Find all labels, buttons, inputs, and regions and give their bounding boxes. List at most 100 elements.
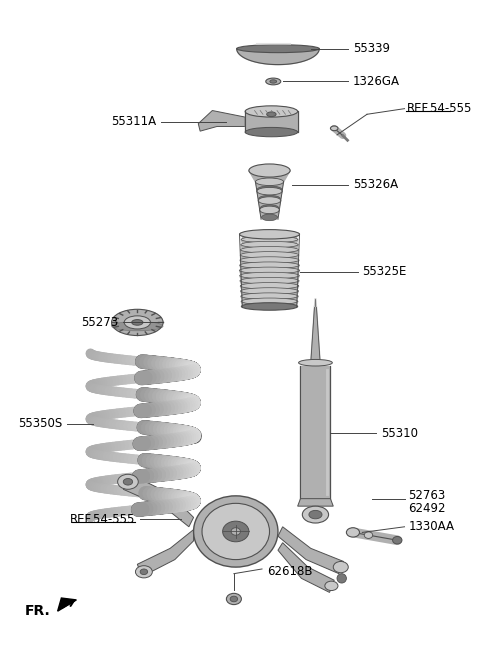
Ellipse shape (227, 593, 241, 604)
Polygon shape (257, 191, 282, 198)
Polygon shape (240, 271, 300, 275)
Ellipse shape (132, 319, 143, 325)
Text: 1330AA: 1330AA (408, 520, 454, 533)
Polygon shape (300, 365, 330, 499)
Polygon shape (237, 49, 319, 64)
Polygon shape (240, 255, 299, 260)
Text: 55339: 55339 (353, 42, 390, 55)
Text: 52763: 52763 (408, 489, 445, 503)
Polygon shape (258, 200, 281, 208)
Text: FR.: FR. (25, 604, 50, 618)
Ellipse shape (257, 186, 282, 193)
Polygon shape (123, 475, 193, 527)
Polygon shape (240, 281, 299, 286)
Ellipse shape (240, 252, 299, 258)
Ellipse shape (241, 231, 298, 238)
Ellipse shape (393, 537, 402, 544)
Ellipse shape (240, 257, 299, 263)
Text: REF.54-555: REF.54-555 (70, 512, 135, 526)
Ellipse shape (364, 532, 372, 539)
Ellipse shape (241, 236, 298, 242)
Polygon shape (240, 265, 299, 271)
Ellipse shape (240, 277, 299, 284)
Polygon shape (240, 260, 299, 265)
Ellipse shape (245, 106, 298, 117)
Ellipse shape (302, 506, 329, 523)
Ellipse shape (240, 283, 299, 289)
Text: 55326A: 55326A (353, 178, 398, 191)
Ellipse shape (299, 359, 332, 366)
Ellipse shape (257, 187, 282, 195)
Ellipse shape (240, 262, 299, 269)
Ellipse shape (270, 79, 276, 83)
Ellipse shape (240, 246, 299, 253)
Polygon shape (241, 244, 298, 250)
Polygon shape (241, 239, 298, 244)
Ellipse shape (255, 178, 284, 185)
Polygon shape (311, 306, 320, 363)
Ellipse shape (267, 112, 276, 117)
Ellipse shape (135, 566, 152, 578)
Ellipse shape (258, 197, 281, 204)
Ellipse shape (245, 127, 298, 137)
Ellipse shape (230, 596, 238, 602)
Ellipse shape (241, 293, 298, 300)
Ellipse shape (140, 569, 148, 575)
Ellipse shape (193, 496, 278, 567)
Polygon shape (245, 112, 298, 132)
Ellipse shape (111, 309, 163, 336)
Text: 62618B: 62618B (267, 565, 312, 578)
Polygon shape (255, 182, 284, 189)
Ellipse shape (266, 78, 281, 85)
Polygon shape (278, 543, 334, 593)
Polygon shape (240, 291, 299, 296)
Ellipse shape (240, 267, 300, 274)
Polygon shape (260, 210, 279, 217)
Text: 62492: 62492 (408, 501, 446, 514)
Ellipse shape (240, 288, 299, 294)
Text: 55273: 55273 (82, 316, 119, 329)
Text: 55325E: 55325E (362, 265, 407, 279)
Text: 55310: 55310 (381, 426, 418, 440)
Ellipse shape (347, 528, 360, 537)
Polygon shape (241, 235, 298, 239)
Ellipse shape (259, 195, 280, 202)
Polygon shape (298, 499, 333, 506)
Ellipse shape (333, 562, 348, 573)
Ellipse shape (260, 206, 279, 214)
Text: REF.54-555: REF.54-555 (407, 102, 472, 115)
Polygon shape (58, 598, 76, 611)
Ellipse shape (309, 510, 322, 519)
Ellipse shape (231, 528, 240, 535)
Polygon shape (240, 250, 299, 255)
Ellipse shape (325, 581, 338, 591)
Polygon shape (241, 296, 298, 302)
Ellipse shape (118, 474, 138, 489)
Ellipse shape (330, 126, 338, 131)
Polygon shape (241, 302, 298, 306)
Ellipse shape (241, 298, 298, 305)
Ellipse shape (249, 164, 290, 177)
Polygon shape (278, 527, 344, 574)
Ellipse shape (123, 478, 132, 485)
Text: 1326GA: 1326GA (353, 75, 400, 88)
Polygon shape (240, 286, 299, 291)
Polygon shape (240, 275, 299, 281)
Polygon shape (198, 110, 245, 131)
Ellipse shape (237, 45, 319, 53)
Ellipse shape (223, 521, 249, 542)
Polygon shape (249, 171, 290, 182)
Text: 55311A: 55311A (111, 115, 156, 128)
Polygon shape (137, 530, 193, 576)
Ellipse shape (240, 229, 300, 239)
Circle shape (337, 574, 347, 583)
Polygon shape (314, 299, 316, 306)
Text: 55350S: 55350S (18, 417, 62, 430)
Ellipse shape (202, 503, 269, 560)
Ellipse shape (124, 316, 150, 329)
Ellipse shape (241, 303, 298, 310)
Ellipse shape (111, 321, 163, 331)
Ellipse shape (241, 241, 298, 248)
Ellipse shape (240, 272, 299, 279)
Ellipse shape (260, 205, 279, 212)
